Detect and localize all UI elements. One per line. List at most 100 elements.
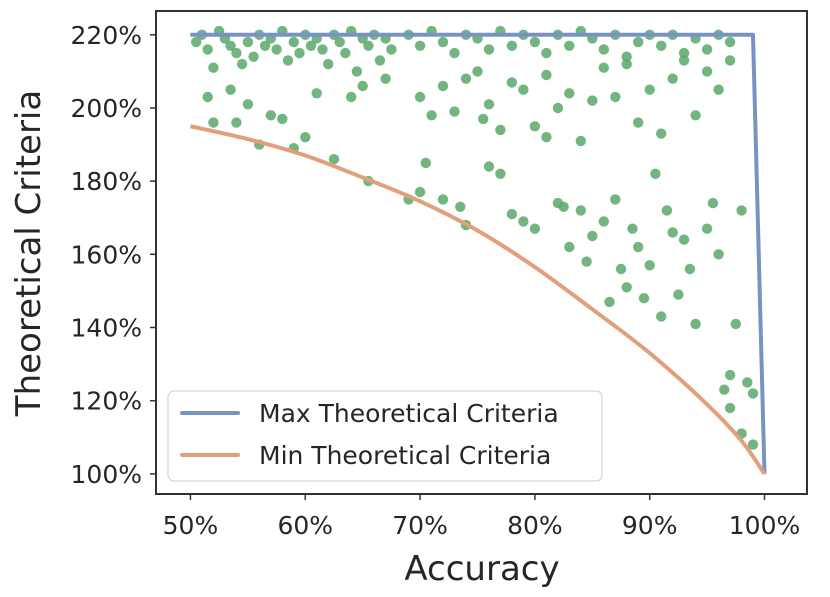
scatter-point-32 <box>374 55 386 66</box>
scatter-point-65 <box>558 201 569 212</box>
points-layer <box>191 25 759 450</box>
scatter-point-44 <box>300 132 311 143</box>
scatter-point-155 <box>724 55 736 66</box>
scatter-point-80 <box>656 311 667 322</box>
scatter-point-36 <box>208 117 219 128</box>
scatter-point-111 <box>541 47 552 59</box>
scatter-point-63 <box>541 132 552 143</box>
scatter-point-96 <box>724 402 736 414</box>
scatter-point-153 <box>701 66 713 77</box>
scatter-point-118 <box>621 51 632 62</box>
scatter-point-38 <box>231 117 242 128</box>
scatter-point-70 <box>598 216 609 227</box>
scatter-point-141 <box>564 88 575 99</box>
scatter-point-67 <box>575 205 586 216</box>
scatter-point-34 <box>386 44 397 55</box>
scatter-point-28 <box>351 66 363 77</box>
scatter-point-139 <box>541 69 552 81</box>
y-tick-label: 100% <box>71 460 142 489</box>
scatter-point-88 <box>707 197 719 209</box>
scatter-point-76 <box>633 241 644 253</box>
scatter-point-2 <box>202 44 213 55</box>
scatter-point-147 <box>633 117 644 128</box>
y-axis-title: Theoretical Criteria <box>9 90 49 417</box>
scatter-point-68 <box>581 256 592 267</box>
plot-frame <box>155 10 808 495</box>
scatter-point-9 <box>242 36 254 48</box>
scatter-point-95 <box>747 388 759 399</box>
scatter-point-48 <box>357 80 368 92</box>
scatter-point-103 <box>449 47 460 59</box>
scatter-point-86 <box>690 318 701 330</box>
scatter-point-128 <box>414 91 426 103</box>
scatter-point-151 <box>678 55 690 66</box>
scatter-point-150 <box>667 73 678 84</box>
scatter-point-14 <box>271 44 282 55</box>
legend-label-max: Max Theoretical Criteria <box>259 399 559 428</box>
scatter-point-134 <box>483 99 495 110</box>
lines-layer <box>190 32 767 476</box>
scatter-point-78 <box>644 260 655 271</box>
scatter-point-20 <box>305 40 317 51</box>
scatter-point-152 <box>690 110 701 121</box>
scatter-point-133 <box>472 66 483 77</box>
scatter-point-39 <box>242 99 254 110</box>
scatter-point-102 <box>437 36 449 48</box>
scatter-point-10 <box>248 51 259 62</box>
scatter-point-138 <box>529 121 541 132</box>
x-tick-label: 60% <box>277 511 333 540</box>
scatter-point-100 <box>414 40 426 51</box>
x-tick-label: 90% <box>622 511 678 540</box>
scatter-point-50 <box>380 73 391 84</box>
legend-box <box>167 390 603 482</box>
scatter-point-25 <box>334 36 345 48</box>
scatter-point-85 <box>684 263 696 275</box>
scatter-point-79 <box>650 168 661 179</box>
y-tick-label: 180% <box>71 167 142 196</box>
scatter-point-8 <box>236 58 248 70</box>
scatter-point-73 <box>615 263 627 275</box>
scatter-point-94 <box>742 377 753 388</box>
scatter-point-74 <box>621 282 632 293</box>
scatter-point-71 <box>604 296 615 308</box>
scatter-point-7 <box>231 47 242 59</box>
x-tick-label: 80% <box>507 511 563 540</box>
y-tick-label: 120% <box>71 387 142 416</box>
scatter-point-54 <box>437 194 449 205</box>
scatter-point-142 <box>575 135 586 147</box>
scatter-point-47 <box>346 91 357 103</box>
x-tick-label: 50% <box>163 511 219 540</box>
scatter-point-53 <box>420 157 431 169</box>
scatter-point-108 <box>506 40 518 51</box>
scatter-point-119 <box>633 36 644 48</box>
min-criteria-line <box>190 124 767 476</box>
scatter-point-144 <box>598 62 609 73</box>
scatter-point-129 <box>426 110 437 121</box>
scatter-point-127 <box>724 36 736 48</box>
scatter-point-72 <box>610 194 621 205</box>
scatter-point-42 <box>277 113 288 125</box>
scatter-point-87 <box>701 223 713 234</box>
scatter-point-130 <box>437 80 449 92</box>
x-tick-label: 70% <box>392 511 448 540</box>
scatter-point-55 <box>455 201 466 212</box>
scatter-point-145 <box>610 91 621 103</box>
scatter-point-84 <box>678 234 690 245</box>
scatter-point-0 <box>191 36 202 48</box>
scatter-point-57 <box>478 113 489 125</box>
scatter-point-82 <box>667 227 678 238</box>
scatter-point-16 <box>282 55 294 66</box>
scatter-point-89 <box>713 249 724 260</box>
scatter-point-26 <box>340 47 351 59</box>
y-tick-label: 160% <box>71 240 142 269</box>
scatter-point-41 <box>265 110 276 121</box>
x-axis-ticks: 50% 60% 70% 80% 90% 100% <box>163 494 800 540</box>
scatter-point-59 <box>495 168 506 179</box>
scatter-point-62 <box>529 223 541 234</box>
scatter-point-83 <box>673 289 684 300</box>
scatter-point-37 <box>225 84 236 95</box>
scatter-point-148 <box>644 84 655 95</box>
y-tick-label: 140% <box>71 314 142 343</box>
